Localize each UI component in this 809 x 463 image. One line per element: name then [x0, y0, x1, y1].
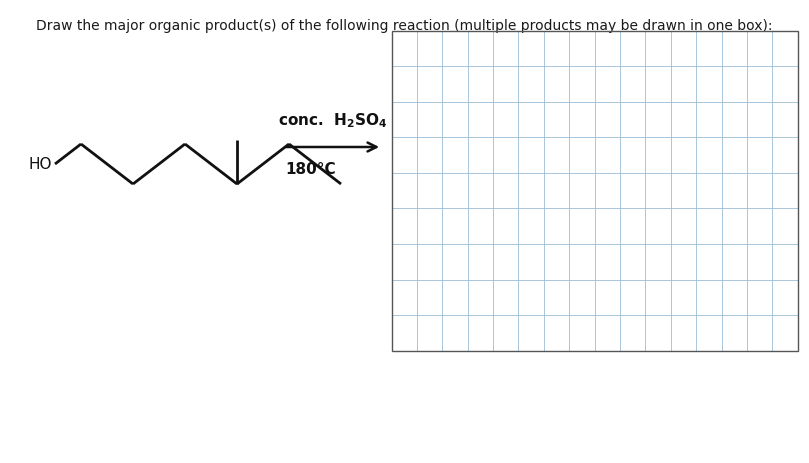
Bar: [392, 31, 798, 351]
Text: Draw the major organic product(s) of the following reaction (multiple products m: Draw the major organic product(s) of the…: [36, 19, 773, 32]
Text: 180°C: 180°C: [285, 162, 336, 176]
Text: conc.  $\mathbf{H_2SO_4}$: conc. $\mathbf{H_2SO_4}$: [277, 111, 388, 130]
Text: HO: HO: [28, 157, 52, 172]
